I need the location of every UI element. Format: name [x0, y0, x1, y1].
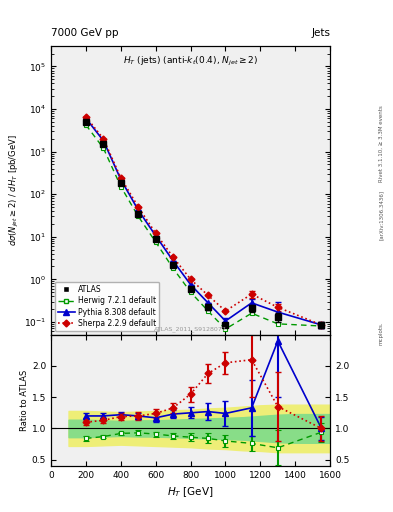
- Legend: ATLAS, Herwig 7.2.1 default, Pythia 8.308 default, Sherpa 2.2.9 default: ATLAS, Herwig 7.2.1 default, Pythia 8.30…: [55, 282, 159, 331]
- Y-axis label: Ratio to ATLAS: Ratio to ATLAS: [20, 370, 29, 431]
- Text: $H_T$ (jets) (anti-$k_t$(0.4), $N_{jet} \geq 2$): $H_T$ (jets) (anti-$k_t$(0.4), $N_{jet} …: [123, 55, 258, 68]
- X-axis label: $H_T$ [GeV]: $H_T$ [GeV]: [167, 485, 214, 499]
- Text: mcplots.: mcplots.: [379, 321, 384, 345]
- Text: ATLAS_2011_S9128077: ATLAS_2011_S9128077: [154, 327, 227, 332]
- Text: Jets: Jets: [311, 28, 330, 38]
- Y-axis label: $d\sigma(N_{jet} \geq 2)$ / $dH_T$ [pb/GeV]: $d\sigma(N_{jet} \geq 2)$ / $dH_T$ [pb/G…: [8, 135, 21, 246]
- Text: Rivet 3.1.10, ≥ 3.3M events: Rivet 3.1.10, ≥ 3.3M events: [379, 105, 384, 182]
- Text: [arXiv:1306.3436]: [arXiv:1306.3436]: [379, 190, 384, 240]
- Text: 7000 GeV pp: 7000 GeV pp: [51, 28, 119, 38]
